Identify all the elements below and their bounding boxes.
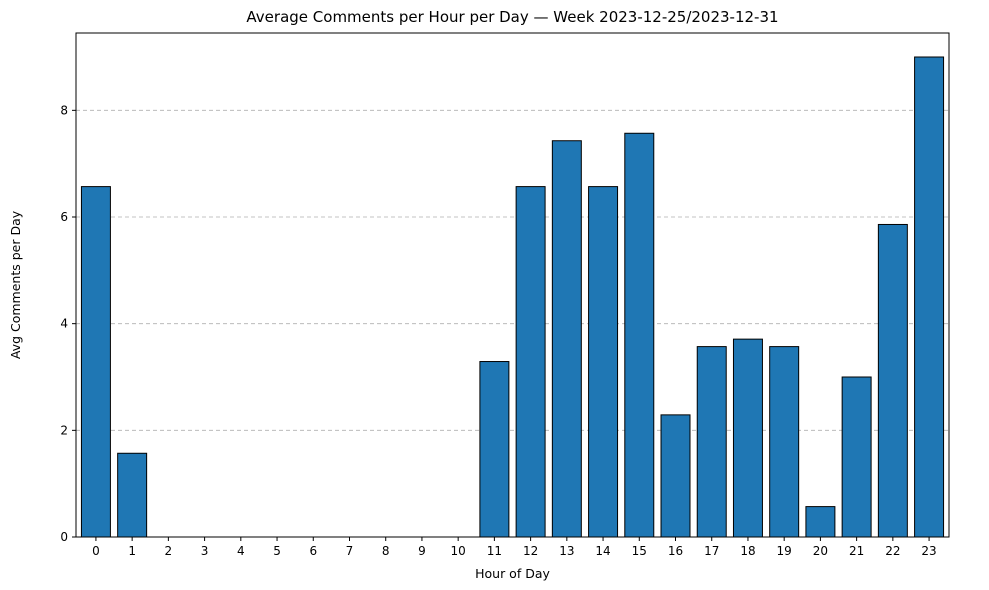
bar-hour-18 [732,338,763,538]
x-tick-label: 20 [813,544,828,558]
bar-hour-12 [515,186,546,538]
bar-hour-23 [914,56,945,538]
y-tick-label: 0 [60,530,68,544]
x-tick-label: 19 [777,544,792,558]
bar-hour-14 [588,186,619,538]
y-axis-ticks: 0 2 4 6 8 [60,103,76,544]
bar-hour-17 [696,346,727,538]
bar-hour-21 [841,376,872,538]
x-tick-label: 8 [382,544,390,558]
x-tick-label: 16 [668,544,683,558]
x-axis-label: Hour of Day [475,566,550,581]
x-tick-label: 11 [487,544,502,558]
bar-hour-19 [769,346,800,538]
y-axis-label: Avg Comments per Day [8,210,23,359]
bar-hour-0 [80,186,111,538]
bar-hour-13 [551,140,582,538]
x-tick-label: 2 [165,544,173,558]
x-tick-label: 3 [201,544,209,558]
x-tick-label: 23 [921,544,936,558]
y-tick-label: 6 [60,210,68,224]
chart-title: Average Comments per Hour per Day — Week… [246,8,778,26]
bar-hour-16 [660,414,691,538]
x-tick-label: 12 [523,544,538,558]
x-tick-label: 10 [451,544,466,558]
x-tick-label: 22 [885,544,900,558]
bars [80,56,945,538]
y-tick-label: 4 [60,317,68,331]
y-tick-label: 8 [60,103,68,117]
x-tick-label: 18 [740,544,755,558]
x-tick-label: 9 [418,544,426,558]
plot-frame [75,32,950,538]
bar-hour-1 [117,452,148,538]
x-tick-label: 4 [237,544,245,558]
bar-hour-11 [479,361,510,538]
x-tick-label: 14 [595,544,610,558]
x-tick-label: 5 [273,544,281,558]
bar-hour-22 [877,223,908,538]
x-tick-label: 6 [309,544,317,558]
x-tick-label: 17 [704,544,719,558]
x-tick-label: 13 [559,544,574,558]
y-tick-label: 2 [60,423,68,437]
bar-hour-20 [805,506,836,538]
x-tick-label: 15 [632,544,647,558]
bar-hour-15 [624,132,655,538]
x-tick-label: 7 [346,544,354,558]
y-gridlines [76,109,949,431]
x-tick-label: 1 [128,544,136,558]
x-axis-ticks: 0 1 2 3 4 5 6 7 8 9 10 11 12 13 14 15 16 17 18 19 20 21 22 23 [92,537,937,558]
x-tick-label: 21 [849,544,864,558]
x-tick-label: 0 [92,544,100,558]
